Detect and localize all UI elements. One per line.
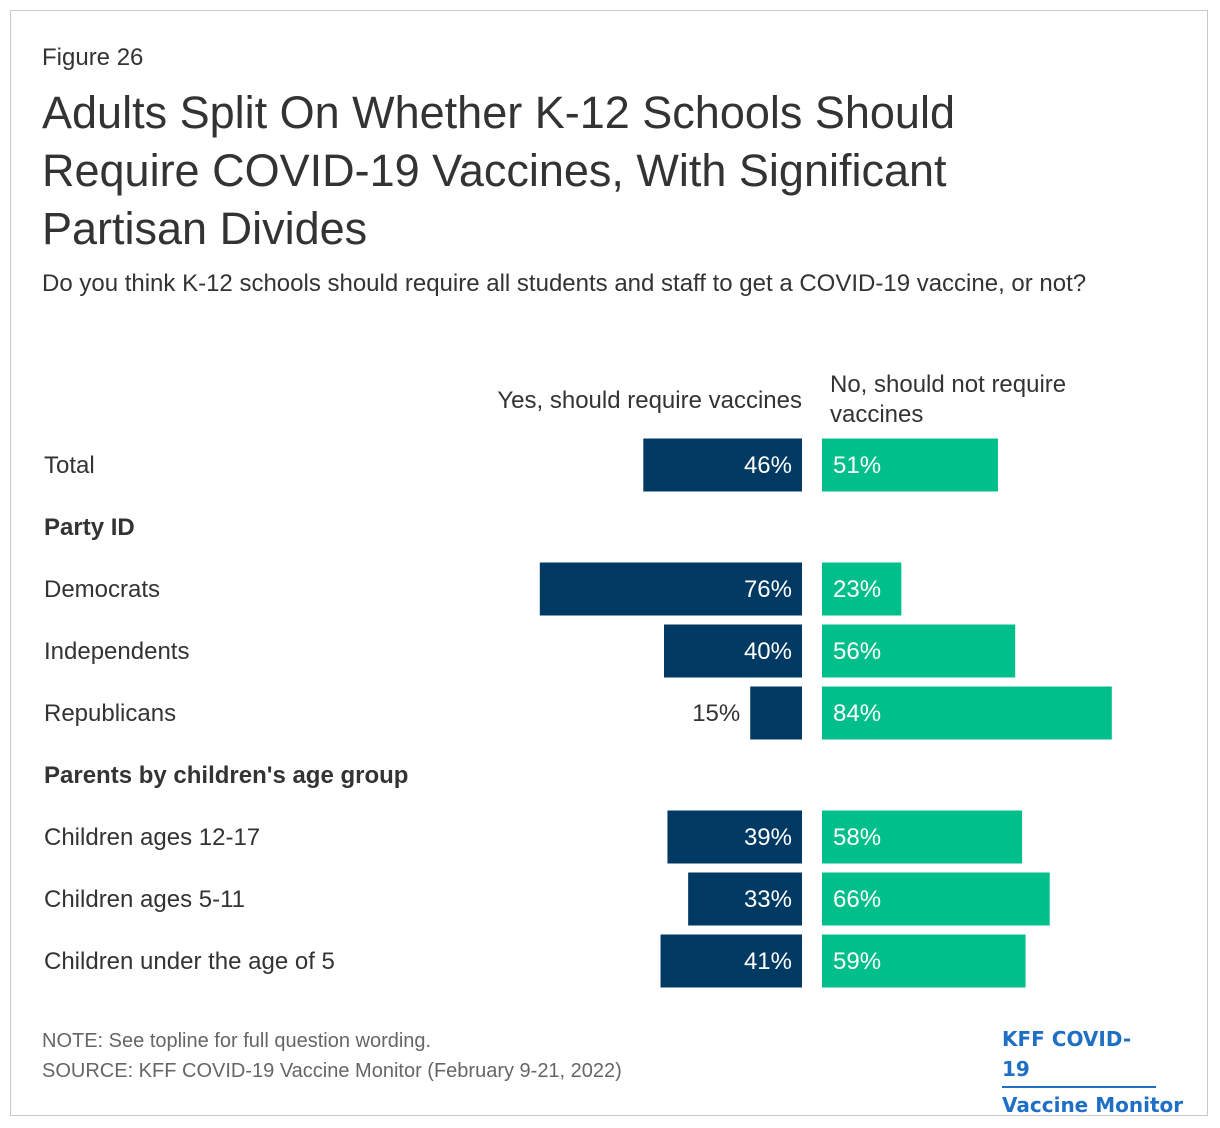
row-label: Total	[44, 452, 95, 479]
data-label-yes: 46%	[744, 452, 792, 479]
data-label-no: 23%	[833, 576, 881, 603]
row-label: Republicans	[44, 700, 176, 727]
bar-no	[822, 686, 1112, 740]
brand-line-2: Vaccine Monitor	[1002, 1093, 1184, 1117]
figure-frame	[10, 10, 1208, 1116]
bar-yes	[750, 686, 802, 740]
row-label: Children under the age of 5	[44, 948, 335, 975]
chart-note: NOTE: See topline for full question word…	[42, 1030, 432, 1052]
data-label-no: 56%	[833, 638, 881, 665]
data-label-no: 66%	[833, 886, 881, 913]
row-label: Democrats	[44, 576, 160, 603]
bar-no	[822, 934, 1026, 988]
data-label-no: 58%	[833, 824, 881, 851]
chart-source: SOURCE: KFF COVID-19 Vaccine Monitor (Fe…	[42, 1060, 622, 1082]
group-header: Party ID	[44, 514, 135, 541]
bar-no	[822, 624, 1016, 678]
legend-no: No, should not require vaccines	[830, 371, 1066, 428]
row-label: Independents	[44, 638, 189, 665]
data-label-no: 59%	[833, 948, 881, 975]
data-label-yes: 40%	[744, 638, 792, 665]
bar-yes	[643, 438, 802, 492]
bar-yes	[688, 872, 802, 926]
bar-yes	[667, 810, 802, 864]
legend-yes: Yes, should require vaccines	[497, 387, 802, 414]
bar-no	[822, 810, 1023, 864]
row-label: Children ages 5-11	[44, 886, 245, 913]
bar-yes	[539, 562, 802, 616]
data-label-yes: 39%	[744, 824, 792, 851]
bar-no	[822, 872, 1050, 926]
data-label-yes: 76%	[744, 576, 792, 603]
data-label-yes: 15%	[692, 700, 740, 727]
bar-yes	[660, 934, 802, 988]
data-label-yes: 33%	[744, 886, 792, 913]
bar-yes	[664, 624, 802, 678]
data-label-no: 84%	[833, 700, 881, 727]
chart-title: Adults Split On Whether K-12 Schools Sho…	[42, 87, 955, 254]
data-label-no: 51%	[833, 452, 881, 479]
row-label: Children ages 12-17	[44, 824, 260, 851]
brand-logo[interactable]: KFF COVID-19 Vaccine Monitor	[1002, 1024, 1183, 1120]
chart-subtitle: Do you think K-12 schools should require…	[42, 270, 1087, 297]
bar-no	[822, 438, 998, 492]
group-header: Parents by children's age group	[44, 762, 408, 789]
bar-no	[822, 562, 902, 616]
brand-line-1: KFF COVID-19	[1002, 1024, 1156, 1088]
data-label-yes: 41%	[744, 948, 792, 975]
figure-label: Figure 26	[42, 44, 144, 71]
